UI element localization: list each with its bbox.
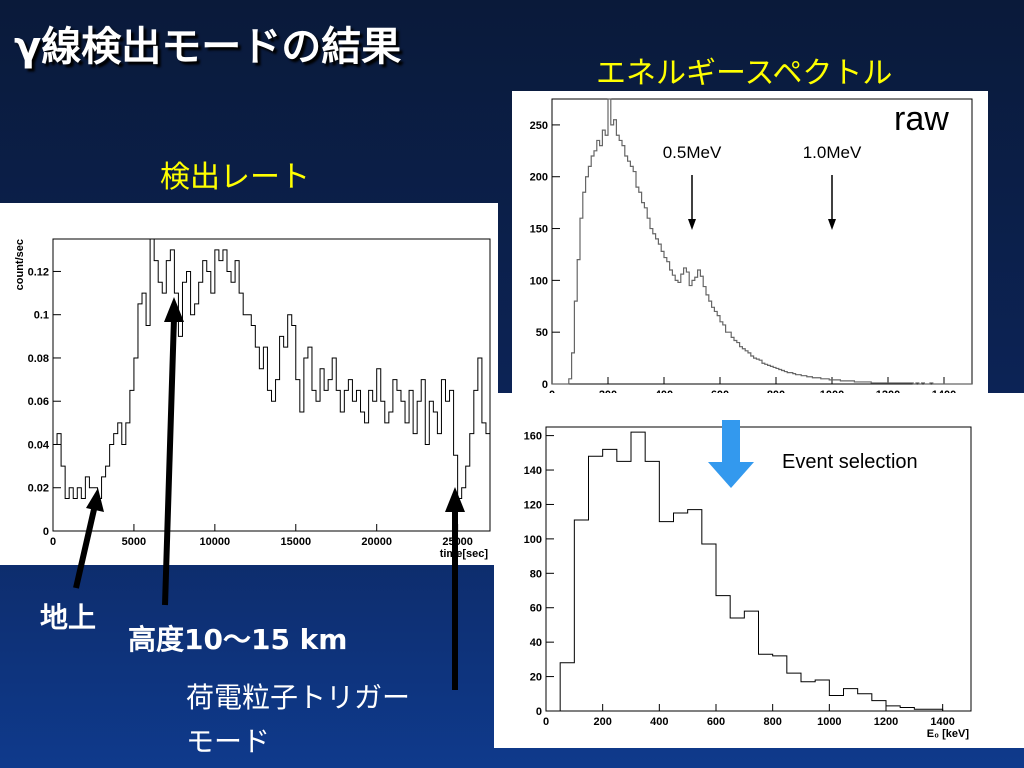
rate-chart-panel: 0 5000 10000 15000 20000 25000 0 0.02 0.04 0.06 0.… — [0, 203, 498, 565]
sel-y-tick-label: 40 — [530, 637, 542, 649]
rate-x-axis-label: time[sec] — [440, 548, 489, 560]
label-trigger-line1: 荷電粒子トリガー — [186, 681, 411, 714]
sel-y-tick-label: 60 — [530, 603, 542, 615]
sel-x-tick-label: 0 — [543, 716, 549, 728]
raw-frame — [551, 98, 973, 385]
spectrum-heading: エネルギースペクトル — [596, 56, 893, 91]
rate-y-tick-label: 0.06 — [28, 396, 49, 408]
sel-y-tick-label: 120 — [524, 499, 542, 511]
raw-y-tick-label: 100 — [530, 275, 548, 287]
label-ground: 地上 — [40, 601, 97, 634]
rate-x-tick-label: 25000 — [442, 536, 473, 548]
sel-y-tick-label: 0 — [536, 706, 542, 718]
sel-x-axis-label: E₀ [keV] — [927, 728, 970, 740]
rate-y-tick-label: 0.02 — [28, 483, 49, 495]
sel-x-tick-label: 1000 — [817, 716, 841, 728]
sel-x-tick-label: 800 — [763, 716, 781, 728]
raw-y-tick-label: 200 — [530, 172, 548, 184]
raw-annotation-label: 0.5MeV — [663, 143, 722, 162]
rate-frame — [52, 238, 491, 532]
rate-y-tick-label: 0.12 — [28, 266, 49, 278]
rate-y-tick-label: 0 — [43, 526, 49, 538]
sel-x-tick-label: 1200 — [874, 716, 898, 728]
sel-y-tick-label: 20 — [530, 672, 542, 684]
sel-x-tick-label: 1400 — [930, 716, 954, 728]
slide-title: γ線検出モードの結果 — [14, 24, 402, 70]
raw-y-tick-label: 250 — [530, 120, 548, 132]
rate-chart: 0 5000 10000 15000 20000 25000 0 0.02 0.04 0.06 0.… — [14, 238, 491, 560]
rate-x-tick-label: 0 — [50, 536, 56, 548]
sel-y-tick-label: 160 — [524, 431, 542, 443]
raw-y-tick-label: 0 — [542, 379, 548, 391]
rate-x-tick-label: 10000 — [200, 536, 231, 548]
sel-x-tick-label: 200 — [593, 716, 611, 728]
sel-x-tick-label: 600 — [707, 716, 725, 728]
label-trigger-line2: モード — [186, 725, 271, 758]
raw-series-line — [552, 98, 972, 385]
rate-x-tick-label: 20000 — [361, 536, 392, 548]
sel-y-tick-label: 80 — [530, 568, 542, 580]
selected-spectrum-chart: 0 200 400 600 800 1000 1200 1400 0 20 40 60 80 100 120… — [524, 426, 972, 740]
sel-series-line — [546, 431, 971, 712]
rate-series-line — [52, 238, 490, 531]
raw-spectrum-panel: 0200400600800100012001400050100150200250… — [512, 91, 988, 421]
raw-y-tick-label: 50 — [536, 327, 548, 339]
selected-spectrum-panel: 0 200 400 600 800 1000 1200 1400 0 20 40 60 80 100 120… — [494, 393, 1024, 748]
rate-y-axis-label: count/sec — [14, 239, 26, 290]
raw-annotation-label: 1.0MeV — [803, 143, 862, 162]
raw-annotation-arrow-head — [688, 219, 696, 230]
rate-y-tick-label: 0.04 — [28, 439, 50, 451]
rate-y-tick-label: 0.1 — [34, 310, 49, 322]
sel-x-tick-label: 400 — [650, 716, 668, 728]
raw-y-tick-label: 150 — [530, 224, 548, 236]
sel-y-tick-label: 100 — [524, 534, 542, 546]
label-altitude: 高度10〜15 km — [128, 623, 348, 656]
raw-spectrum-chart: 0200400600800100012001400050100150200250… — [530, 98, 973, 413]
raw-label: raw — [894, 100, 949, 138]
rate-heading: 検出レート — [160, 160, 310, 195]
sel-frame — [545, 426, 972, 712]
sel-y-tick-label: 140 — [524, 465, 542, 477]
rate-x-tick-label: 15000 — [280, 536, 311, 548]
raw-annotation-arrow-head — [828, 219, 836, 230]
rate-y-tick-label: 0.08 — [28, 353, 49, 365]
event-selection-label: Event selection — [782, 451, 918, 473]
rate-x-tick-label: 5000 — [122, 536, 146, 548]
